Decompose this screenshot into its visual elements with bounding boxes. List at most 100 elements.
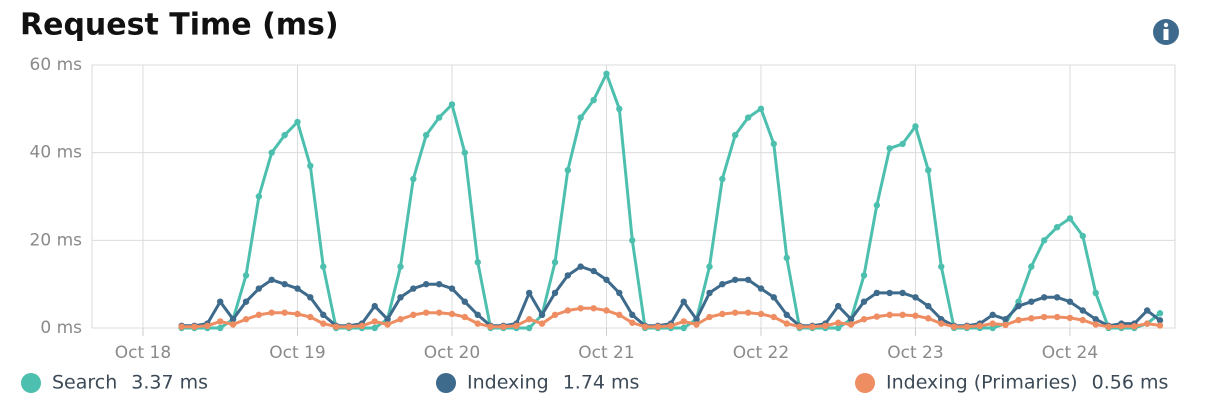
point <box>435 309 443 316</box>
point <box>320 263 327 270</box>
point <box>474 259 481 266</box>
point <box>783 320 790 327</box>
legend-label: Search <box>52 372 117 394</box>
point <box>590 96 597 104</box>
series-line <box>181 72 1161 330</box>
point <box>912 312 919 319</box>
point <box>384 321 391 328</box>
point <box>435 280 443 288</box>
point <box>783 254 790 262</box>
point <box>912 294 919 301</box>
point <box>332 323 340 330</box>
point <box>526 324 533 332</box>
point <box>1053 223 1061 231</box>
point <box>783 311 790 319</box>
point <box>731 276 739 283</box>
point <box>899 311 906 319</box>
point <box>912 123 919 130</box>
point <box>564 167 572 174</box>
point <box>217 318 224 325</box>
point <box>422 280 430 288</box>
point <box>603 70 610 77</box>
point <box>551 311 559 319</box>
point <box>281 131 288 139</box>
point <box>667 322 675 330</box>
point <box>603 276 610 283</box>
point <box>693 316 700 323</box>
point <box>577 263 584 270</box>
point <box>1040 313 1048 321</box>
point <box>371 318 378 325</box>
point <box>255 193 263 200</box>
point <box>577 305 584 312</box>
point <box>590 305 597 312</box>
point <box>680 318 687 325</box>
point <box>963 323 971 330</box>
point <box>1156 310 1164 317</box>
point <box>693 321 700 328</box>
point <box>410 285 417 292</box>
point <box>989 324 996 332</box>
point <box>294 310 301 318</box>
point <box>538 320 546 327</box>
point <box>1079 232 1086 240</box>
point <box>255 311 263 319</box>
point <box>989 311 996 319</box>
point <box>1143 307 1151 314</box>
point <box>461 298 468 305</box>
point <box>320 311 327 319</box>
point <box>178 323 185 330</box>
point <box>770 313 777 321</box>
point <box>474 311 481 319</box>
point <box>706 289 713 297</box>
point <box>268 309 275 316</box>
x-tick-label: Oct 23 <box>887 343 943 363</box>
point <box>1079 307 1086 314</box>
point <box>744 309 752 316</box>
point <box>719 175 726 183</box>
point <box>229 316 237 323</box>
point <box>526 289 533 297</box>
point <box>1079 316 1086 324</box>
point <box>886 145 893 152</box>
point <box>641 323 649 330</box>
point <box>744 114 752 121</box>
point <box>1105 323 1112 330</box>
point <box>1066 215 1074 222</box>
point <box>307 162 314 170</box>
series <box>178 70 1164 332</box>
point <box>1028 263 1035 270</box>
point <box>551 259 559 266</box>
point <box>616 105 623 113</box>
point <box>706 263 713 270</box>
point <box>448 285 456 292</box>
point <box>1028 298 1035 305</box>
point <box>526 316 533 323</box>
point <box>719 280 726 288</box>
point <box>616 289 623 297</box>
point <box>731 309 739 316</box>
point <box>603 307 610 314</box>
x-tick-label: Oct 19 <box>269 343 325 363</box>
y-tick-label: 0 ms <box>40 318 82 338</box>
point <box>654 323 662 330</box>
point <box>1040 237 1048 244</box>
point <box>217 324 224 332</box>
point <box>191 323 198 330</box>
point <box>1015 302 1022 310</box>
legend-swatch <box>436 373 456 393</box>
point <box>281 309 288 316</box>
series <box>178 305 1164 330</box>
point <box>242 272 250 279</box>
plot-frame <box>91 64 1176 329</box>
point <box>860 316 868 323</box>
point <box>835 319 842 326</box>
point <box>242 298 250 305</box>
info-icon[interactable] <box>1153 19 1179 45</box>
point <box>899 289 906 297</box>
point <box>629 319 636 326</box>
point <box>448 101 456 108</box>
point <box>899 140 906 148</box>
point <box>989 320 996 327</box>
point <box>847 316 855 323</box>
